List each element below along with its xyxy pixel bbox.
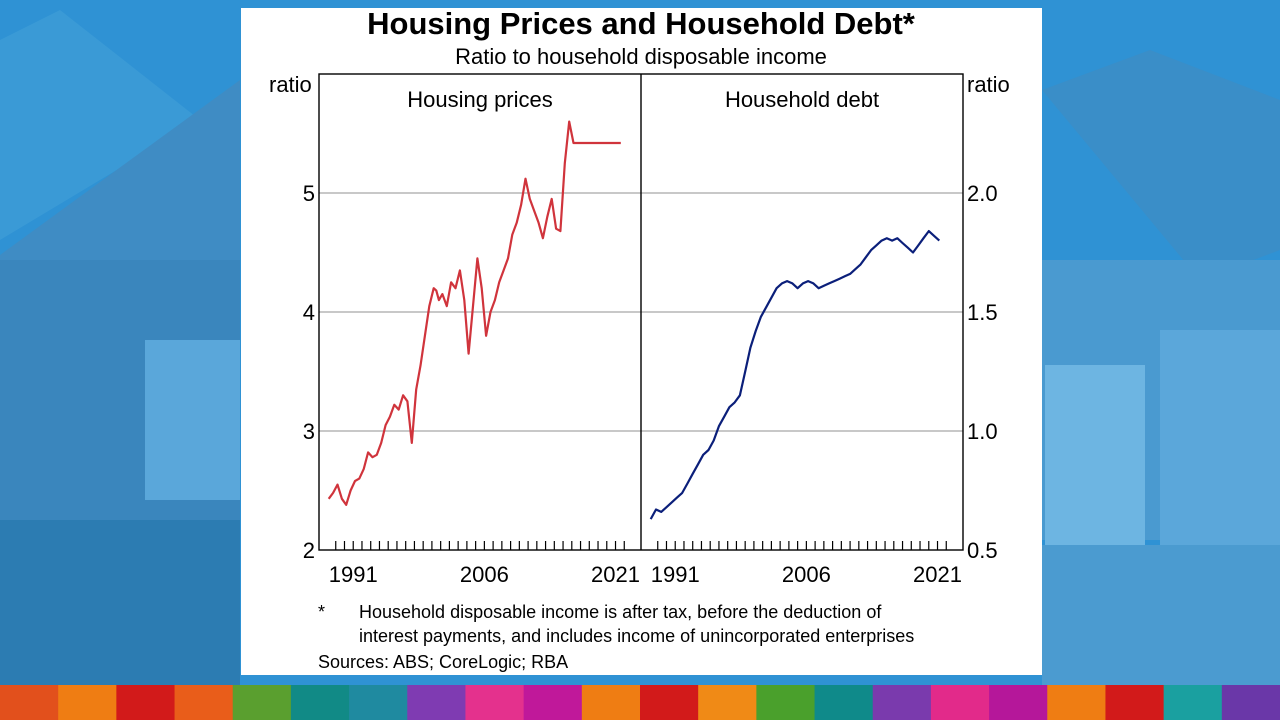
stripe-block xyxy=(930,685,990,720)
right-axis-unit: ratio xyxy=(967,72,1010,97)
stripe-block xyxy=(756,685,816,720)
stripe-block xyxy=(349,685,408,720)
footnote-line-2: interest payments, and includes income o… xyxy=(359,626,914,646)
left-axis-unit: ratio xyxy=(269,72,312,97)
stripe-block xyxy=(523,685,583,720)
y-tick-label-right: 1.5 xyxy=(967,300,998,325)
footnote-marker: * xyxy=(318,602,325,622)
stripe-block xyxy=(174,685,234,720)
stripe-block xyxy=(581,685,641,720)
x-tick-label: 1991 xyxy=(651,562,700,587)
color-stripe xyxy=(0,685,1280,720)
series-line xyxy=(649,230,941,520)
stripe-block xyxy=(1163,685,1223,720)
stripe-block xyxy=(407,685,466,720)
y-tick-label-left: 3 xyxy=(303,419,315,444)
stripe-block xyxy=(1221,685,1280,720)
stripe-block xyxy=(116,685,176,720)
sources: Sources: ABS; CoreLogic; RBA xyxy=(318,652,568,672)
stripe-block xyxy=(1105,685,1165,720)
stripe-block xyxy=(640,685,699,720)
panel-household-debt: Household debt xyxy=(649,87,947,550)
x-tick-label: 2021 xyxy=(913,562,962,587)
stripe-block xyxy=(232,685,292,720)
panel-title: Household debt xyxy=(725,87,879,112)
y-tick-label-right: 1.0 xyxy=(967,419,998,444)
stripe-block xyxy=(1047,685,1106,720)
plot-frame xyxy=(318,73,964,551)
chart: Housing Prices and Household Debt* Ratio… xyxy=(269,8,1010,672)
x-tick-label: 2006 xyxy=(460,562,509,587)
y-tick-label-right: 2.0 xyxy=(967,181,998,206)
y-tick-label-left: 2 xyxy=(303,538,315,563)
panel-housing-prices: Housing prices xyxy=(327,87,625,550)
y-tick-label-left: 5 xyxy=(303,181,315,206)
chart-subtitle: Ratio to household disposable income xyxy=(455,44,827,69)
x-tick-label: 1991 xyxy=(329,562,378,587)
x-tick-label: 2021 xyxy=(591,562,640,587)
stripe-block xyxy=(58,685,117,720)
series-line xyxy=(327,120,621,506)
stripe-block xyxy=(814,685,874,720)
x-tick-label: 2006 xyxy=(782,562,831,587)
y-tick-label-left: 4 xyxy=(303,300,315,325)
chart-title: Housing Prices and Household Debt* xyxy=(367,8,916,41)
y-tick-label-right: 0.5 xyxy=(967,538,998,563)
stripe-block xyxy=(698,685,757,720)
stripe-block xyxy=(465,685,525,720)
stripe-block xyxy=(0,685,59,720)
stripe-block xyxy=(872,685,932,720)
stripe-block xyxy=(989,685,1048,720)
footnote-line-1: Household disposable income is after tax… xyxy=(359,602,882,622)
stripe-block xyxy=(290,685,350,720)
chart-card: Housing Prices and Household Debt* Ratio… xyxy=(241,8,1042,675)
panel-title: Housing prices xyxy=(407,87,553,112)
